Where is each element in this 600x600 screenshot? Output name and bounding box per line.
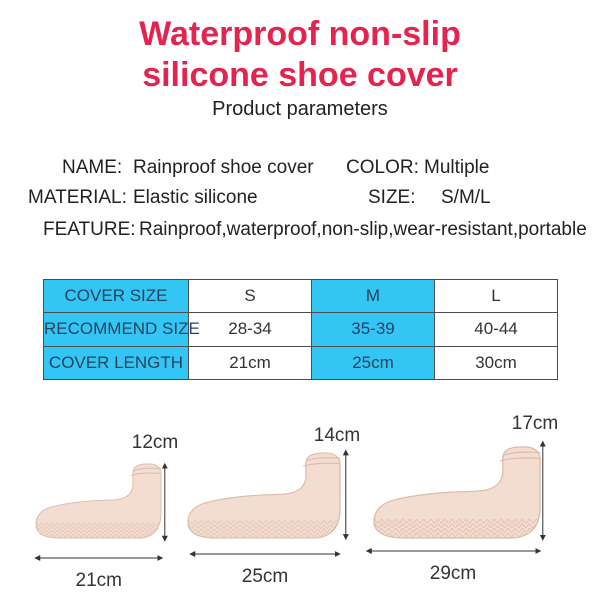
svg-text:14cm: 14cm — [314, 425, 360, 446]
svg-text:29cm: 29cm — [430, 563, 476, 584]
svg-text:21cm: 21cm — [76, 570, 122, 591]
svg-text:12cm: 12cm — [132, 432, 178, 453]
svg-text:17cm: 17cm — [512, 413, 558, 434]
svg-text:25cm: 25cm — [242, 566, 288, 587]
